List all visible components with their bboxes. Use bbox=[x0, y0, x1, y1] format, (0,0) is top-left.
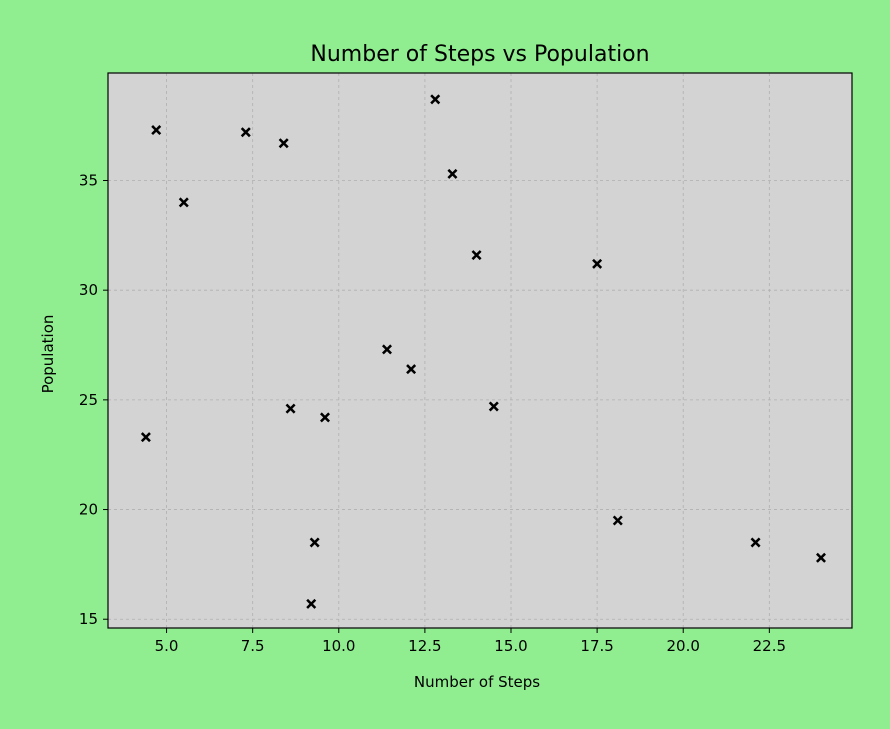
scatter-point bbox=[178, 197, 189, 208]
scatter-point bbox=[285, 403, 296, 414]
scatter-point bbox=[309, 537, 320, 548]
scatter-point bbox=[471, 250, 482, 261]
scatter-point bbox=[592, 258, 603, 269]
plot-area bbox=[108, 73, 852, 628]
x-tick-label: 17.5 bbox=[580, 637, 613, 655]
x-axis: 5.0 7.5 10.0 12.5 15.0 17.5 20.0 22.5 bbox=[155, 628, 786, 655]
y-tick-label: 35 bbox=[79, 171, 98, 189]
x-tick-label: 5.0 bbox=[155, 637, 179, 655]
x-tick-label: 10.0 bbox=[322, 637, 355, 655]
grid-lines bbox=[108, 73, 852, 628]
x-axis-label: Number of Steps bbox=[414, 673, 540, 691]
plot-frame bbox=[107, 72, 853, 629]
x-tick-label: 7.5 bbox=[241, 637, 265, 655]
data-points bbox=[140, 94, 826, 609]
y-tick-label: 30 bbox=[79, 281, 98, 299]
x-tick-label: 22.5 bbox=[753, 637, 786, 655]
scatter-point bbox=[750, 537, 761, 548]
scatter-point bbox=[447, 168, 458, 179]
scatter-point bbox=[151, 125, 162, 136]
y-axis-label: Population bbox=[39, 315, 57, 394]
scatter-point bbox=[488, 401, 499, 412]
scatter-point bbox=[306, 598, 317, 609]
x-tick-label: 20.0 bbox=[667, 637, 700, 655]
scatter-point bbox=[430, 94, 441, 105]
y-tick-label: 20 bbox=[79, 501, 98, 519]
scatter-point bbox=[382, 344, 392, 355]
y-tick-label: 15 bbox=[79, 610, 98, 628]
scatter-point bbox=[406, 364, 417, 375]
scatter-point bbox=[612, 515, 623, 526]
y-tick-label: 25 bbox=[79, 391, 98, 409]
scatter-point bbox=[320, 412, 330, 423]
scatter-point bbox=[240, 127, 251, 138]
chart-title: Number of Steps vs Population bbox=[310, 42, 649, 67]
x-tick-label: 15.0 bbox=[494, 637, 527, 655]
scatter-point bbox=[140, 432, 151, 443]
x-tick-label: 12.5 bbox=[408, 637, 441, 655]
y-axis: 15 20 25 30 35 bbox=[79, 171, 108, 628]
scatter-point bbox=[816, 552, 826, 563]
scatter-point bbox=[278, 138, 289, 149]
